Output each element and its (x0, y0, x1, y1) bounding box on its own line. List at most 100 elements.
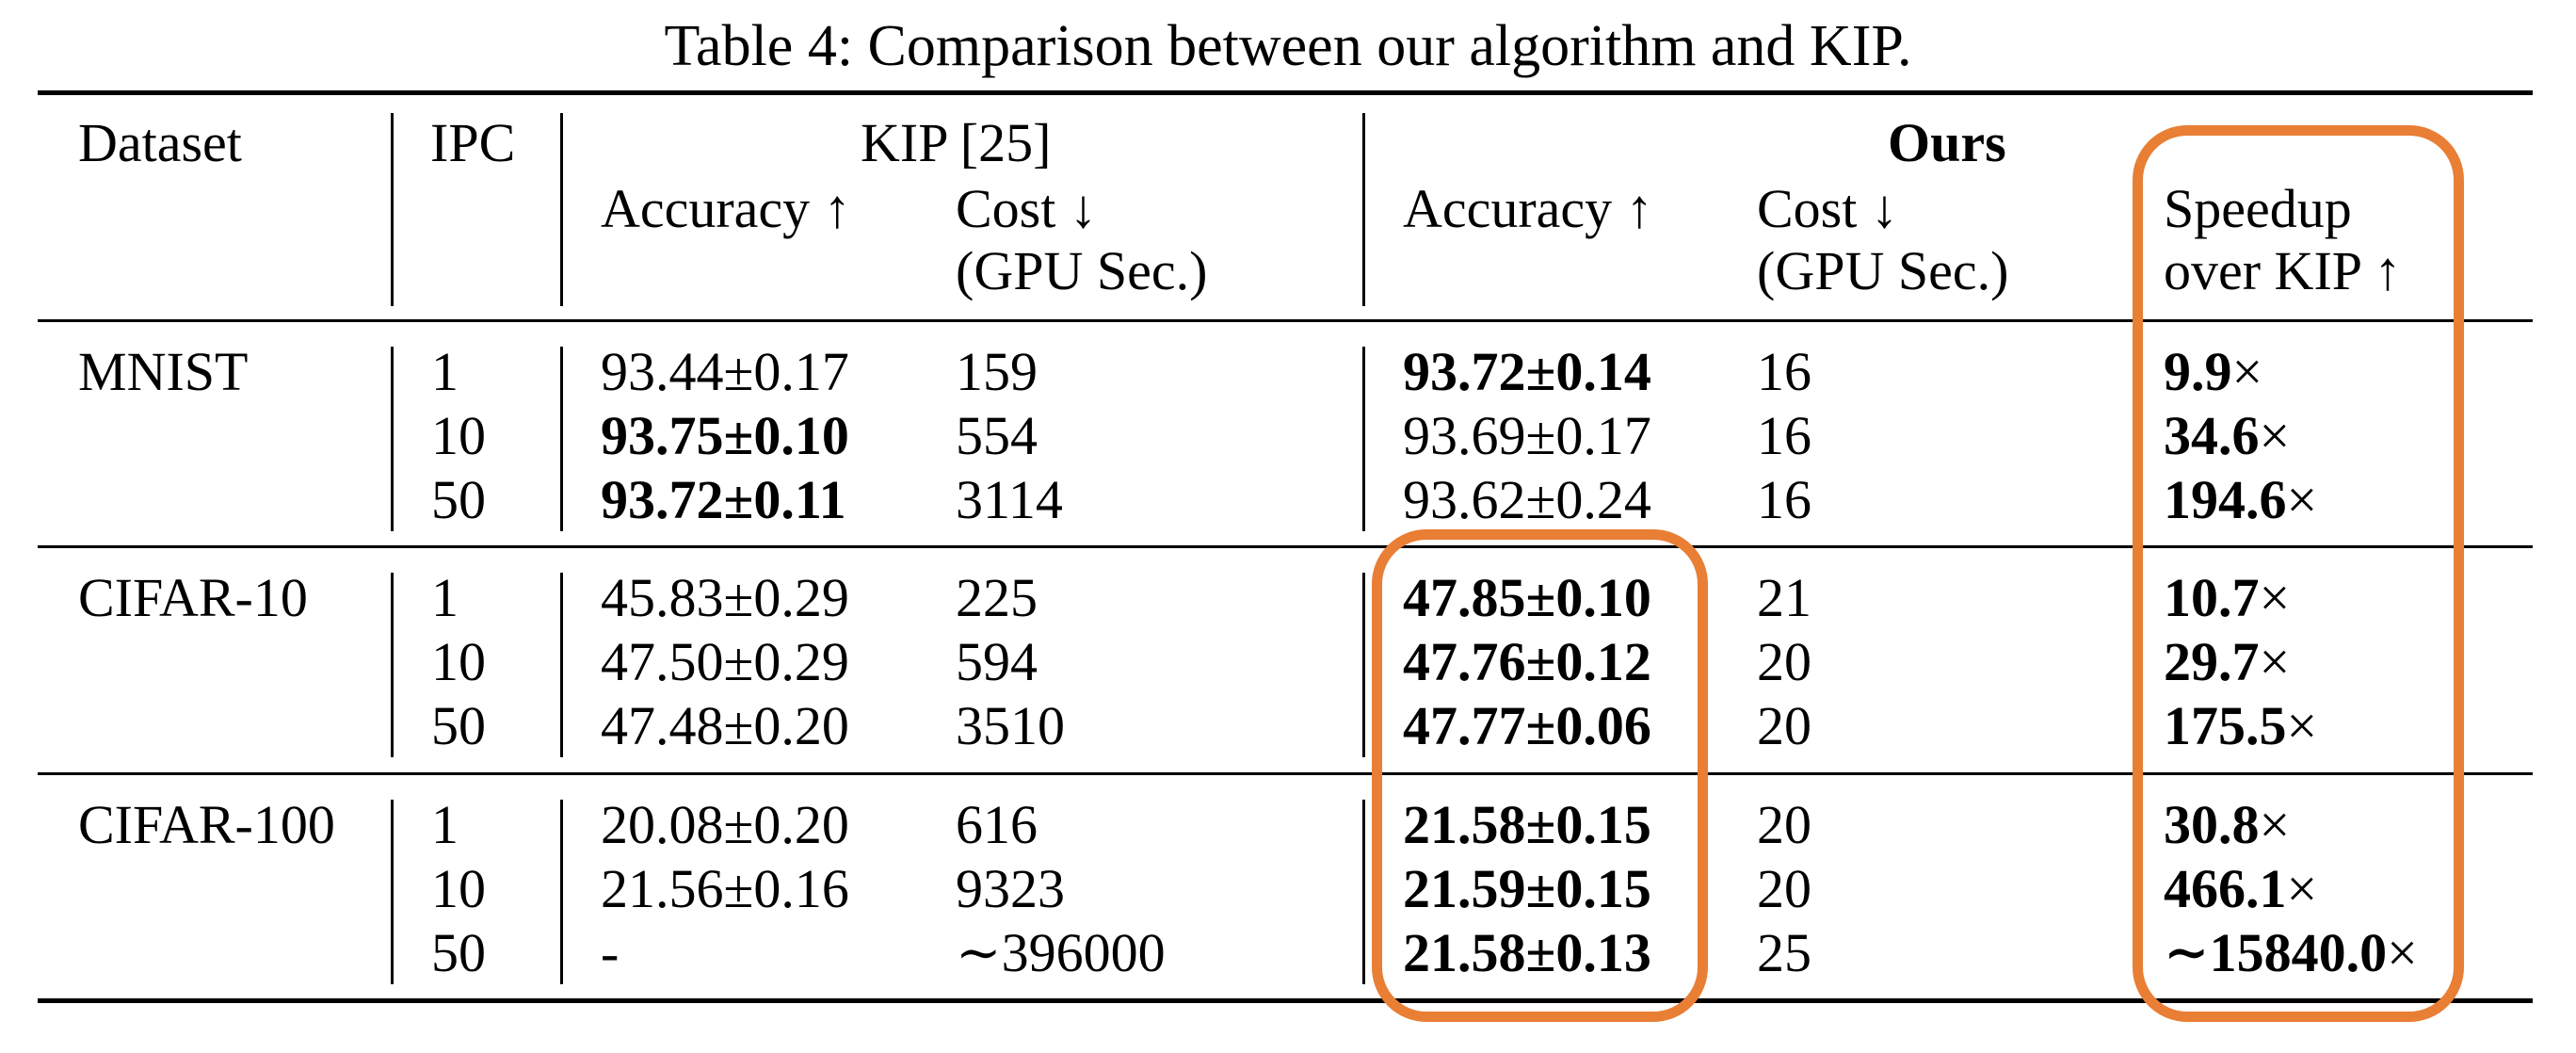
kip-cost: 3114 (956, 469, 1063, 530)
header-separator-dataset (391, 113, 394, 306)
dataset-name: MNIST (78, 341, 249, 402)
kip-accuracy: 21.56±0.16 (601, 858, 849, 919)
speedup-value: 29.7× (2164, 629, 2290, 695)
table-caption: Table 4: Comparison between our algorith… (664, 14, 1912, 78)
ours-cost: 16 (1757, 341, 1811, 402)
ours-cost: 20 (1757, 695, 1811, 756)
highlight-ours-cifar-accuracy (1372, 529, 1708, 1022)
ours-accuracy: 21.59±0.15 (1403, 858, 1651, 919)
speedup-times-sign: × (2259, 405, 2291, 466)
header-kip-cost: Cost ↓ (956, 178, 1097, 239)
ours-accuracy: 93.62±0.24 (1403, 469, 1651, 530)
speedup-value: 9.9× (2164, 339, 2262, 405)
kip-accuracy: - (601, 922, 620, 983)
ipc-value: 50 (431, 695, 486, 756)
ours-cost: 16 (1757, 405, 1811, 466)
speedup-times-sign: × (2231, 341, 2263, 402)
ours-accuracy: 93.72±0.14 (1403, 341, 1651, 402)
speedup-times-sign: × (2259, 567, 2291, 628)
row-separator-kip (1362, 800, 1365, 984)
ours-accuracy: 47.77±0.06 (1403, 695, 1651, 756)
speedup-value: 194.6× (2164, 467, 2317, 533)
kip-accuracy: 47.50±0.29 (601, 631, 849, 692)
header-dataset: Dataset (78, 112, 242, 173)
speedup-value: 466.1× (2164, 856, 2317, 922)
highlight-speedup-column (2133, 125, 2464, 1022)
ipc-value: 50 (431, 922, 486, 983)
header-rule (38, 319, 2533, 322)
header-kip: KIP [25] (861, 112, 1052, 173)
dataset-name: CIFAR-100 (78, 794, 335, 855)
speedup-value: 34.6× (2164, 403, 2290, 469)
header-speedup: Speedup (2164, 178, 2352, 239)
kip-accuracy: 93.72±0.11 (601, 469, 846, 530)
row-separator-dataset (391, 800, 394, 984)
bottom-rule (38, 998, 2533, 1003)
speedup-times-sign: × (2286, 695, 2318, 756)
speedup-value: 10.7× (2164, 565, 2290, 631)
kip-accuracy: 20.08±0.20 (601, 794, 849, 855)
ours-accuracy: 93.69±0.17 (1403, 405, 1651, 466)
ours-accuracy: 47.76±0.12 (1403, 631, 1651, 692)
row-separator-kip (1362, 347, 1365, 531)
row-separator-dataset (391, 573, 394, 757)
ipc-value: 10 (431, 631, 486, 692)
ipc-value: 1 (431, 567, 459, 628)
speedup-times-sign: × (2259, 631, 2291, 692)
header-ipc: IPC (430, 112, 516, 173)
speedup-number: ∼15840.0 (2164, 922, 2388, 983)
row-separator-ipc (560, 800, 563, 984)
header-ours-cost-unit: (GPU Sec.) (1757, 240, 2009, 301)
header-separator-ipc (560, 113, 563, 306)
row-separator-kip (1362, 573, 1365, 757)
ours-cost: 16 (1757, 469, 1811, 530)
kip-cost: 9323 (956, 858, 1065, 919)
dataset-name: CIFAR-10 (78, 567, 308, 628)
header-separator-kip (1362, 113, 1365, 306)
speedup-number: 466.1 (2164, 858, 2287, 919)
ours-accuracy: 21.58±0.13 (1403, 922, 1651, 983)
speedup-times-sign: × (2259, 794, 2291, 855)
kip-cost: 594 (956, 631, 1038, 692)
row-separator-ipc (560, 573, 563, 757)
speedup-number: 30.8 (2164, 794, 2260, 855)
ours-cost: 25 (1757, 922, 1811, 983)
ipc-value: 10 (431, 405, 486, 466)
kip-cost: 616 (956, 794, 1038, 855)
kip-cost: 3510 (956, 695, 1065, 756)
top-rule (38, 90, 2533, 95)
header-speedup-over-kip: over KIP ↑ (2164, 240, 2402, 301)
ours-accuracy: 21.58±0.15 (1403, 794, 1651, 855)
speedup-value: 30.8× (2164, 792, 2290, 858)
kip-accuracy: 93.75±0.10 (601, 405, 849, 466)
kip-accuracy: 45.83±0.29 (601, 567, 849, 628)
ours-cost: 21 (1757, 567, 1811, 628)
kip-cost: 554 (956, 405, 1038, 466)
ipc-value: 1 (431, 794, 459, 855)
speedup-times-sign: × (2286, 858, 2318, 919)
speedup-number: 175.5 (2164, 695, 2287, 756)
speedup-value: ∼15840.0× (2164, 920, 2418, 986)
group-rule-2 (38, 772, 2533, 775)
header-ours-accuracy: Accuracy ↑ (1403, 178, 1653, 239)
speedup-number: 194.6 (2164, 469, 2287, 530)
row-separator-dataset (391, 347, 394, 531)
ipc-value: 50 (431, 469, 486, 530)
speedup-number: 10.7 (2164, 567, 2260, 628)
header-kip-accuracy: Accuracy ↑ (601, 178, 851, 239)
ours-cost: 20 (1757, 794, 1811, 855)
ipc-value: 10 (431, 858, 486, 919)
ipc-value: 1 (431, 341, 459, 402)
row-separator-ipc (560, 347, 563, 531)
speedup-number: 9.9 (2164, 341, 2232, 402)
kip-cost: ∼396000 (956, 922, 1166, 983)
kip-cost: 159 (956, 341, 1038, 402)
kip-cost: 225 (956, 567, 1038, 628)
speedup-value: 175.5× (2164, 693, 2317, 759)
ours-accuracy: 47.85±0.10 (1403, 567, 1651, 628)
group-rule-1 (38, 545, 2533, 548)
header-kip-cost-unit: (GPU Sec.) (956, 240, 1208, 301)
ours-cost: 20 (1757, 631, 1811, 692)
header-ours: Ours (1888, 112, 2006, 173)
header-ours-cost: Cost ↓ (1757, 178, 1898, 239)
